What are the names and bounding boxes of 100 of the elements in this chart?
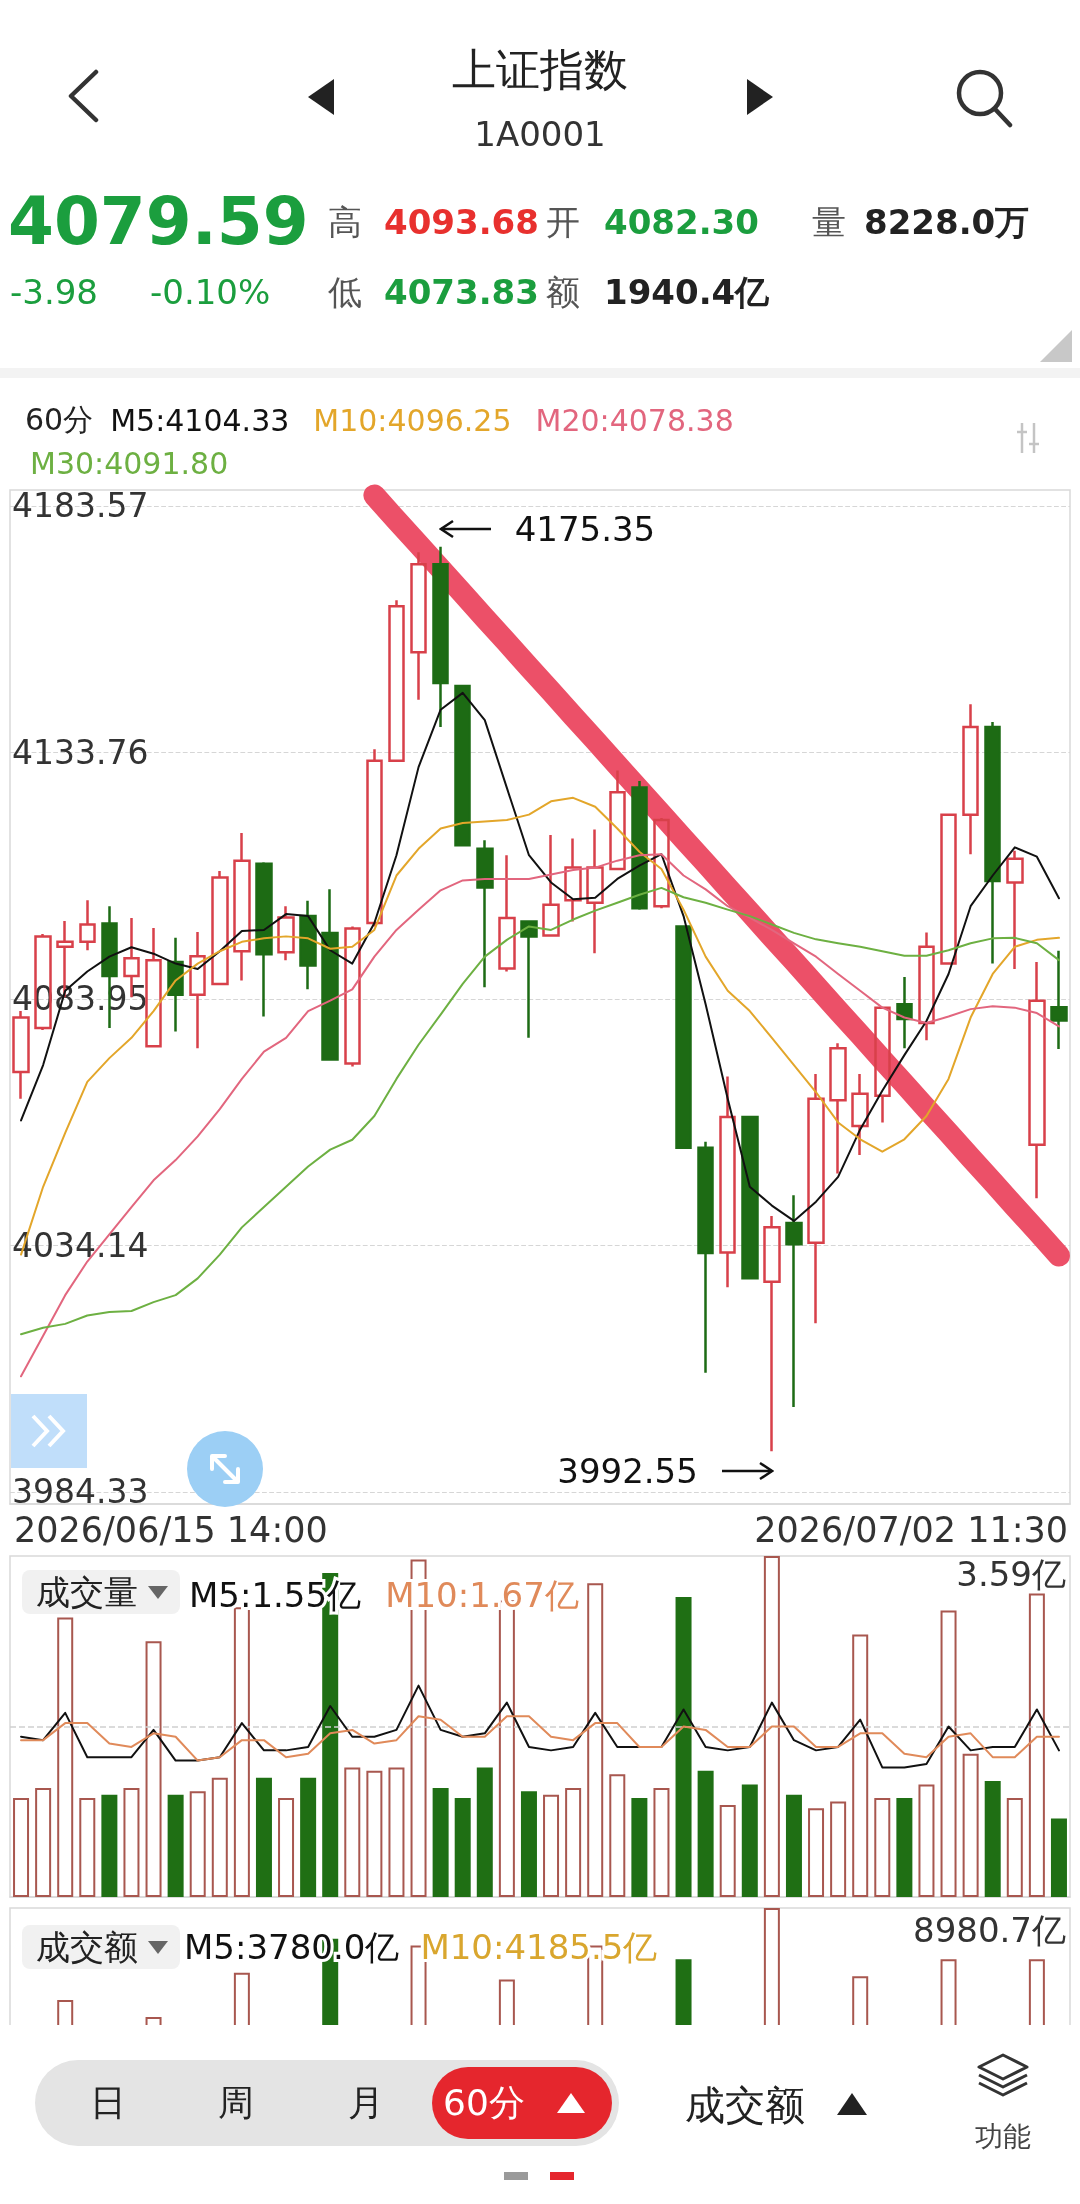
bar [454,1798,471,1897]
candlestick [432,545,449,729]
candlestick [763,1214,781,1453]
bar [13,1798,30,1897]
candlestick [520,920,538,1040]
annotation: 60分 [443,2081,525,2125]
text: M10:4096.25 [313,402,512,438]
bar [609,1774,626,1897]
annotation: 4175.35 [514,508,656,549]
text: M5:4104.33 [110,402,290,438]
candlestick [255,860,273,1018]
bar [565,1787,582,1897]
candlestick [410,551,427,702]
candlestick [79,899,96,952]
bar [189,1791,206,1897]
bar [543,1794,560,1897]
bar [697,1770,714,1897]
bar [675,1596,692,1897]
candlestick [454,683,471,847]
bar [123,1787,140,1897]
candlestick [299,899,317,991]
annotation: 3.59亿 [956,1554,1066,1594]
candlestick [211,869,229,986]
bar [896,1798,913,1897]
bar [476,1767,493,1897]
bar [1028,1593,1045,1897]
legend-title: 成交量 [36,1571,138,1612]
bar [653,1787,670,1897]
bar [631,1798,648,1897]
candlestick [984,720,1001,965]
bar [432,1787,449,1897]
bar [79,1798,96,1897]
bar [874,1798,891,1897]
legend-title: 成交额 [36,1927,138,1967]
text: 1940.4亿 [604,271,770,313]
text: 2026/07/02 11:30 [754,1510,1068,1550]
bar [300,1777,317,1897]
annotation: 日 [90,2081,126,2125]
text: 量 [812,201,846,243]
candlestick [675,925,692,1149]
candlestick [388,599,405,762]
candlestick [896,975,913,1050]
annotation: 周 [218,2081,254,2125]
text: 额 [546,271,580,313]
bar [808,1808,825,1897]
annotation: 成交额 [685,2081,805,2129]
candlestick [498,853,516,973]
text: 低 [328,271,362,313]
bar [145,1641,162,1897]
bar [344,1767,361,1897]
candlestick [189,930,206,1050]
y-tick-label: 3984.33 [12,1472,149,1512]
bar [852,1634,869,1897]
text: -3.98 [10,271,98,313]
bar [1006,1798,1023,1897]
bar [211,1777,228,1897]
candlestick [874,1006,891,1124]
text: M30:4091.80 [30,445,229,481]
bar [984,1781,1001,1897]
text: -0.10% [150,271,271,313]
text: M20:4078.38 [535,402,734,438]
text: 高 [328,201,362,243]
text: 8228.0万 [864,201,1030,243]
bar [763,1556,780,1897]
bar [101,1794,118,1897]
bar [366,1770,383,1897]
candlestick [12,1009,30,1100]
bar [278,1798,295,1897]
candlestick [1050,949,1068,1051]
candlestick [829,1042,847,1175]
bar [233,1607,250,1897]
candlestick [741,1115,759,1280]
candlestick [962,703,979,856]
bar [962,1753,979,1897]
legend-title: 60分 [25,401,94,437]
candlestick [321,888,339,1061]
bar [1050,1818,1067,1897]
bar [940,1610,957,1897]
candlestick [233,831,251,982]
bar [785,1794,802,1897]
text: 4093.68 [384,201,539,243]
bar [830,1801,847,1897]
y-tick-label: 4183.57 [12,486,149,526]
text: 4073.83 [384,271,539,313]
bar [741,1784,758,1897]
text: 4082.30 [604,201,759,243]
candlestick [476,839,494,989]
text: 4079.59 [8,182,309,262]
annotation: 8980.7亿 [913,1910,1066,1950]
bar [719,1804,736,1897]
annotation: 3992.55 [557,1451,698,1492]
candlestick [609,769,626,871]
text: 2026/06/15 14:00 [14,1510,328,1550]
bar [520,1791,537,1897]
candlestick [719,1075,736,1289]
bar [587,1583,604,1897]
candlestick [1028,960,1046,1200]
text: 1A0001 [474,113,606,155]
bar [35,1787,52,1897]
candlestick [697,1140,714,1375]
